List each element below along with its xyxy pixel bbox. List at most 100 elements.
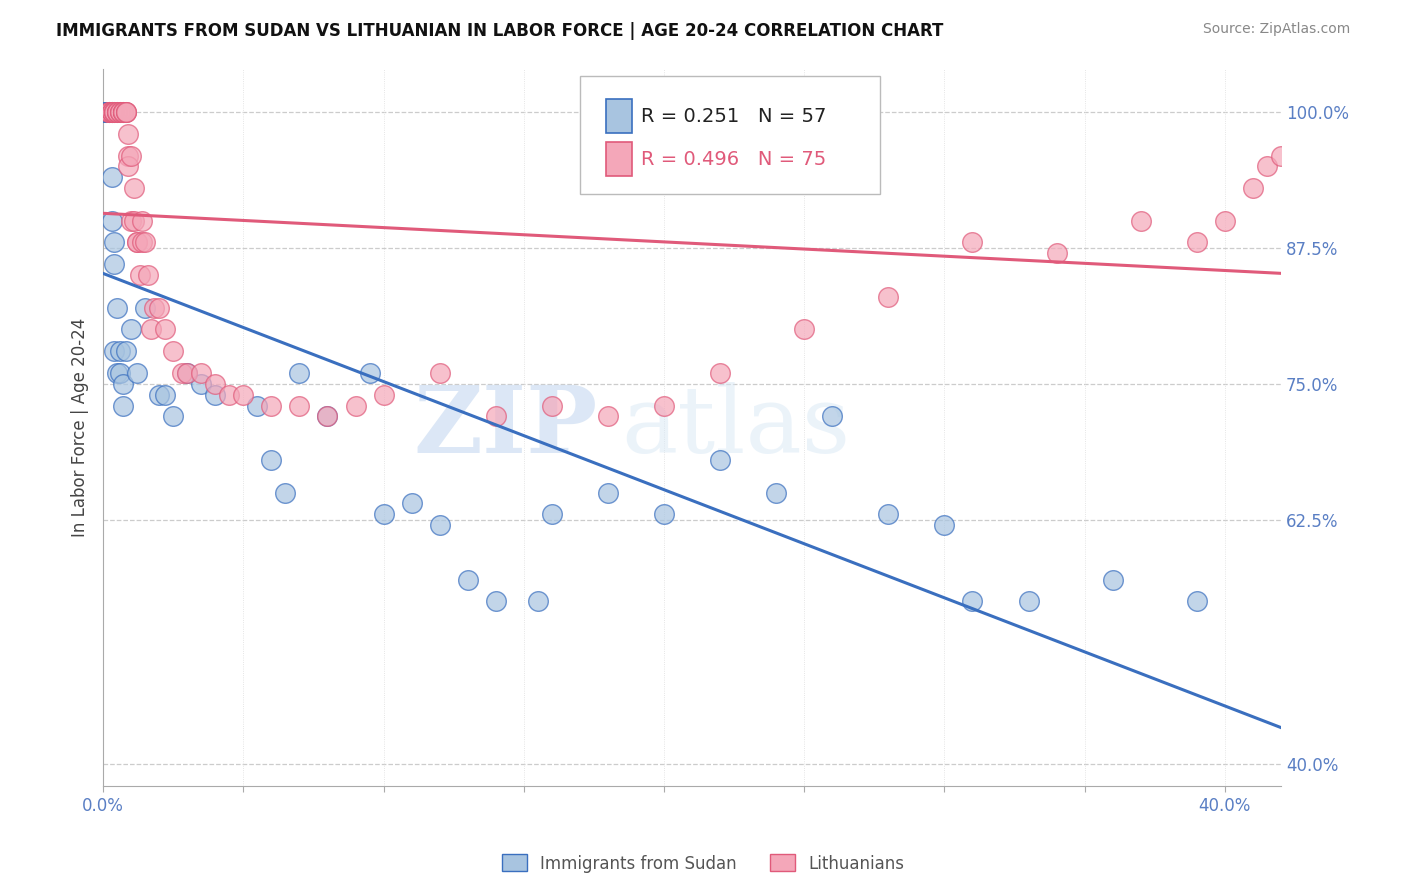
Point	[120, 213, 142, 227]
Point	[457, 573, 479, 587]
Point	[105, 301, 128, 315]
Point	[122, 213, 145, 227]
Point	[190, 376, 212, 391]
Point	[97, 105, 120, 120]
Point	[128, 268, 150, 282]
Point	[934, 518, 956, 533]
Point	[204, 376, 226, 391]
Point	[111, 105, 134, 120]
Text: R = 0.496   N = 75: R = 0.496 N = 75	[641, 150, 827, 169]
Point	[100, 105, 122, 120]
Point	[125, 366, 148, 380]
Point	[105, 366, 128, 380]
Point	[162, 344, 184, 359]
Point	[125, 235, 148, 250]
Point	[103, 235, 125, 250]
Point	[344, 399, 367, 413]
Point	[821, 409, 844, 424]
Point	[596, 409, 619, 424]
Point	[148, 301, 170, 315]
Point	[97, 105, 120, 120]
Point	[709, 453, 731, 467]
Point	[218, 388, 240, 402]
Point	[485, 594, 508, 608]
Point	[111, 105, 134, 120]
Point	[100, 105, 122, 120]
Point	[97, 105, 120, 120]
Point	[134, 301, 156, 315]
Point	[114, 105, 136, 120]
Point	[316, 409, 339, 424]
Text: Source: ZipAtlas.com: Source: ZipAtlas.com	[1202, 22, 1350, 37]
Point	[1185, 235, 1208, 250]
Point	[100, 105, 122, 120]
Point	[1129, 213, 1152, 227]
Bar	[606, 142, 631, 176]
Point	[134, 235, 156, 250]
Point	[260, 453, 283, 467]
Point	[1270, 148, 1292, 162]
Point	[125, 235, 148, 250]
Point	[709, 366, 731, 380]
Point	[103, 344, 125, 359]
Point	[232, 388, 254, 402]
Y-axis label: In Labor Force | Age 20-24: In Labor Force | Age 20-24	[72, 318, 89, 537]
Point	[359, 366, 381, 380]
Point	[1185, 594, 1208, 608]
Point	[190, 366, 212, 380]
Point	[111, 105, 134, 120]
Point	[97, 105, 120, 120]
Point	[105, 105, 128, 120]
Point	[1018, 594, 1040, 608]
Point	[153, 322, 176, 336]
Point	[153, 388, 176, 402]
Point	[97, 105, 120, 120]
Point	[122, 181, 145, 195]
Point	[111, 105, 134, 120]
Point	[103, 105, 125, 120]
Point	[139, 322, 162, 336]
Point	[103, 105, 125, 120]
Point	[103, 105, 125, 120]
Point	[114, 344, 136, 359]
Point	[1046, 246, 1069, 260]
Point	[485, 409, 508, 424]
Point	[274, 485, 297, 500]
Point	[527, 594, 550, 608]
Point	[142, 301, 165, 315]
Point	[117, 127, 139, 141]
Point	[1241, 181, 1264, 195]
Point	[162, 409, 184, 424]
Point	[373, 388, 395, 402]
Point	[100, 105, 122, 120]
Point	[97, 105, 120, 120]
Point	[176, 366, 198, 380]
Bar	[606, 99, 631, 133]
Point	[373, 508, 395, 522]
Point	[97, 105, 120, 120]
Point	[108, 105, 131, 120]
Point	[793, 322, 815, 336]
Point	[429, 518, 451, 533]
Point	[108, 105, 131, 120]
Point	[94, 105, 117, 120]
Text: ZIP: ZIP	[413, 383, 598, 473]
Text: atlas: atlas	[621, 383, 851, 473]
Point	[540, 399, 562, 413]
Point	[652, 508, 675, 522]
Point	[1101, 573, 1123, 587]
Point	[540, 508, 562, 522]
Point	[260, 399, 283, 413]
Point	[114, 105, 136, 120]
Point	[94, 105, 117, 120]
Point	[120, 322, 142, 336]
Point	[1298, 105, 1320, 120]
Point	[103, 105, 125, 120]
Point	[114, 105, 136, 120]
Point	[117, 160, 139, 174]
Point	[108, 344, 131, 359]
Point	[100, 170, 122, 185]
Point	[131, 213, 153, 227]
Point	[131, 235, 153, 250]
Point	[100, 213, 122, 227]
